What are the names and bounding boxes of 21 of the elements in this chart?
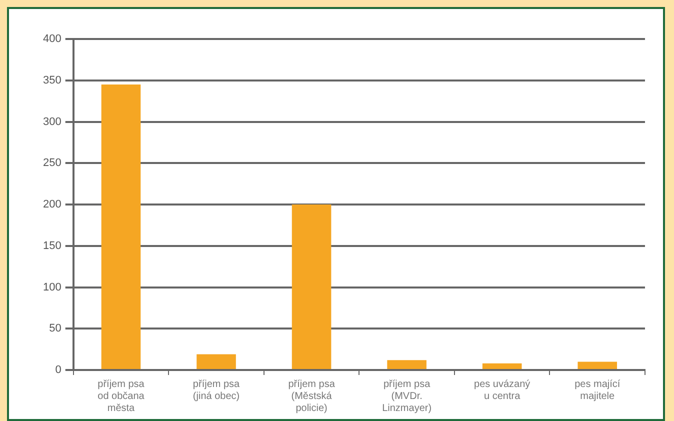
y-tick-label: 250 xyxy=(42,157,62,170)
y-tick-label: 0 xyxy=(55,364,62,376)
y-tick-label: 50 xyxy=(49,322,62,335)
y-tick-label: 100 xyxy=(42,281,62,294)
bar xyxy=(292,204,332,369)
bar xyxy=(387,360,426,369)
y-tick-label: 350 xyxy=(42,74,62,86)
x-tick-label: příjem psa (MVDr. Linzmayer) xyxy=(382,378,432,414)
y-tick-label: 150 xyxy=(42,240,62,252)
x-tick-label: příjem psa od občana města xyxy=(98,378,145,414)
x-tick-label: pes uvázaný u centra xyxy=(474,378,530,402)
x-tick-label: příjem psa (Městská policie) xyxy=(288,378,336,414)
x-tick-label: pes mající majitele xyxy=(574,378,620,402)
bar xyxy=(101,84,141,369)
bar xyxy=(196,354,236,369)
bar xyxy=(578,362,618,369)
x-tick-label: příjem psa (jiná obec) xyxy=(192,378,240,402)
bar xyxy=(482,363,522,369)
y-tick-label: 400 xyxy=(42,33,62,46)
y-tick-label: 300 xyxy=(42,116,62,128)
y-tick-label: 200 xyxy=(42,198,62,211)
